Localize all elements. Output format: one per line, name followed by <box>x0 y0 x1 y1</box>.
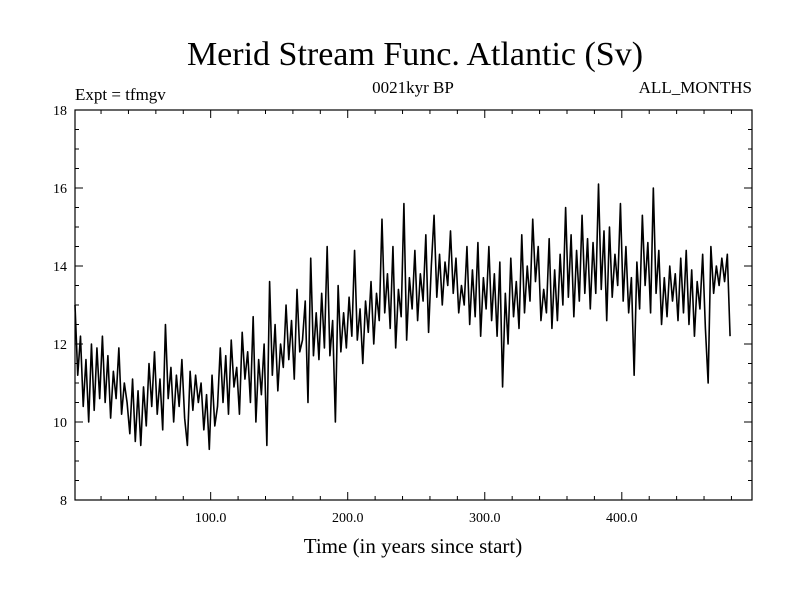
x-tick-label: 300.0 <box>469 511 501 526</box>
experiment-label: Expt = tfmgv <box>75 85 166 104</box>
y-tick-label: 10 <box>53 416 67 431</box>
months-label: ALL_MONTHS <box>639 78 752 97</box>
y-tick-label: 14 <box>53 260 67 275</box>
x-tick-label: 100.0 <box>195 511 227 526</box>
tick-labels: 8 10 12 14 16 18 100.0 200.0 300.0 400.0 <box>53 104 638 526</box>
y-tick-label: 8 <box>60 494 67 509</box>
y-tick-label: 18 <box>53 104 67 119</box>
chart-title: Merid Stream Func. Atlantic (Sv) <box>187 36 643 73</box>
series-line <box>74 183 731 451</box>
x-axis-title: Time (in years since start) <box>304 534 523 558</box>
period-label: 0021kyr BP <box>372 78 454 97</box>
series <box>74 183 731 451</box>
y-tick-label: 12 <box>53 338 67 353</box>
x-tick-label: 200.0 <box>332 511 364 526</box>
x-tick-label: 400.0 <box>606 511 638 526</box>
y-tick-label: 16 <box>53 182 67 197</box>
axis-ticks <box>75 109 752 501</box>
